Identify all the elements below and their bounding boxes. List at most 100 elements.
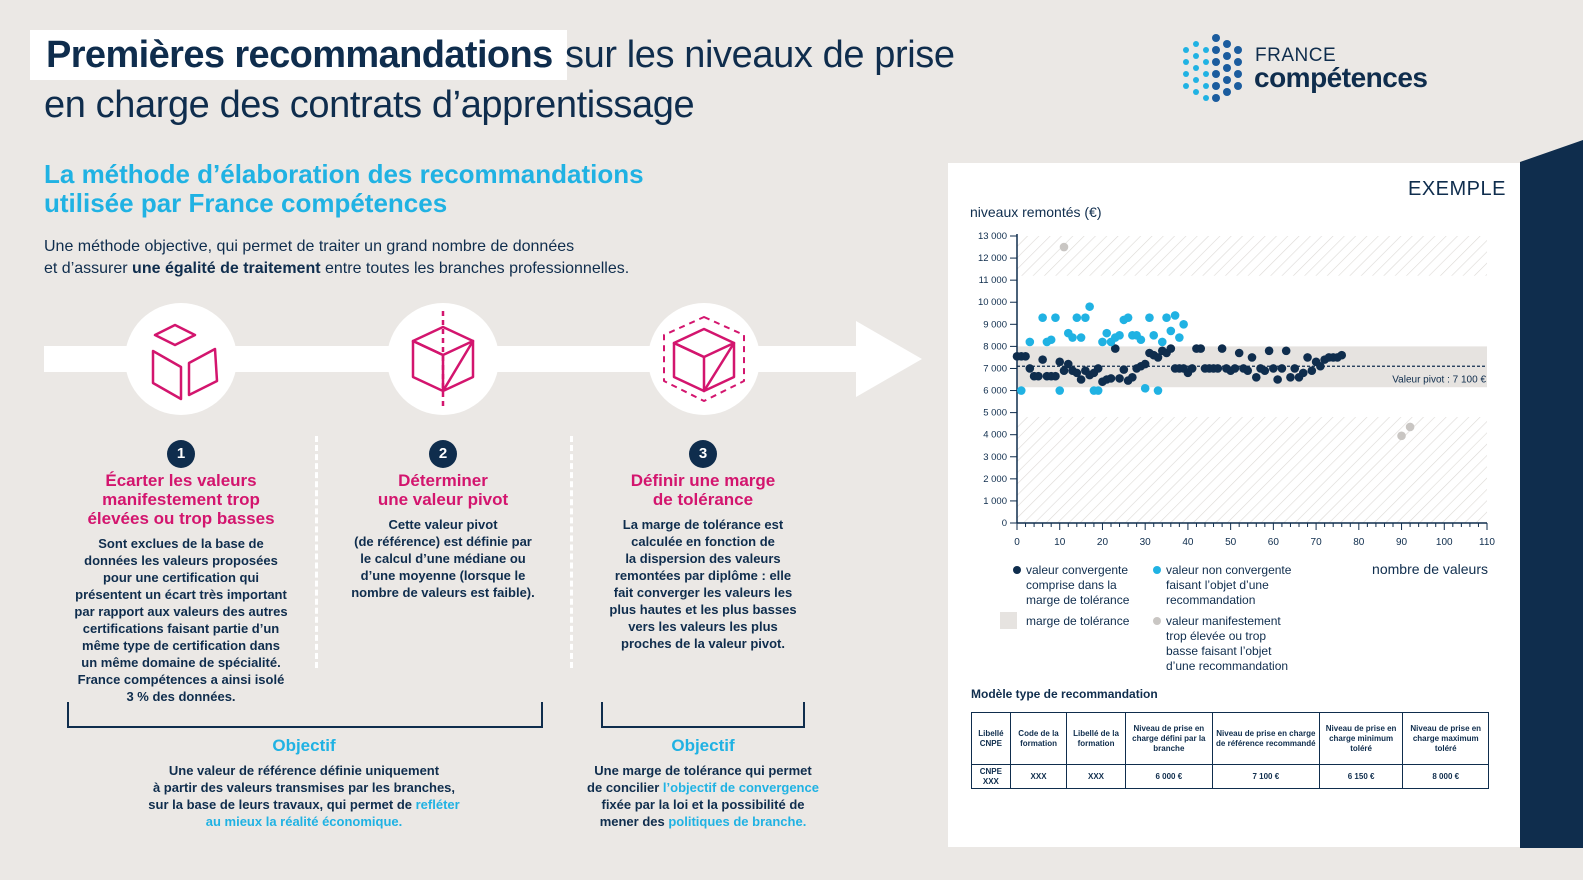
legend-margin: marge de tolérance	[1026, 614, 1130, 628]
y-tick-label: 4 000	[983, 430, 1007, 441]
data-point-convergent	[1051, 371, 1060, 381]
data-point-convergent	[1034, 371, 1043, 381]
step1-body-line: données les valeurs proposées	[84, 553, 278, 568]
france-competences-logo-icon	[1183, 34, 1242, 102]
x-tick-label: 10	[1054, 537, 1066, 548]
step2-body-line: Cette valeur pivot	[388, 517, 498, 532]
model-table-header-cell: Niveau de prise en charge de référence r…	[1211, 712, 1320, 765]
model-table-header-row: Libellé CNPE Code de la formation Libell…	[971, 712, 1489, 765]
x-tick-label: 20	[1097, 537, 1109, 548]
data-point-convergent	[1277, 364, 1287, 373]
step1-title-line: manifestement trop	[102, 490, 260, 509]
y-tick-label: 13 000	[978, 231, 1007, 242]
section-title-line1: La méthode d’élaboration des recommandat…	[44, 159, 644, 189]
objective1-highlight: refléter	[415, 797, 460, 812]
data-point-convergent	[1063, 359, 1073, 369]
legend-convergent: valeur convergente comprise dans la marg…	[1026, 563, 1129, 608]
data-point-non_convergent	[1162, 313, 1171, 322]
process-arrow-head-icon	[856, 321, 922, 397]
data-point-convergent	[1128, 372, 1137, 382]
legend-excluded-line: valeur manifestement	[1166, 614, 1281, 628]
data-point-convergent	[1290, 364, 1300, 373]
data-point-non_convergent	[1046, 335, 1056, 345]
step2-icon-circle	[387, 303, 499, 415]
legend-convergent-dot	[1013, 566, 1021, 574]
y-tick-label: 7 000	[983, 363, 1007, 374]
step3-number-badge: 3	[689, 440, 717, 468]
model-table-cell: 6 150 €	[1318, 764, 1404, 789]
data-point-convergent	[1055, 357, 1065, 367]
cube-tolerance-icon	[663, 316, 745, 402]
x-tick-label: 50	[1225, 537, 1237, 548]
y-tick-label: 1 000	[983, 496, 1007, 507]
panel-side-decoration	[1520, 140, 1583, 848]
data-point-non_convergent	[1076, 333, 1086, 342]
data-point-convergent	[1153, 353, 1163, 362]
excluded-zone	[1017, 417, 1487, 523]
objective2-bracket	[601, 702, 805, 728]
data-point-non_convergent	[1051, 313, 1060, 322]
model-table-cell: 7 100 €	[1211, 764, 1320, 789]
pivot-value-label: Valeur pivot : 7 100 €	[1392, 374, 1486, 385]
objective1-title: Objectif	[272, 736, 336, 755]
data-point-non_convergent	[1093, 386, 1103, 395]
step1-body: Sont exclues de la base de données les v…	[55, 535, 307, 705]
section-title-line2: utilisée par France compétences	[44, 188, 448, 218]
data-point-convergent	[1196, 344, 1206, 353]
separator-1	[315, 436, 318, 668]
legend-convergent-line: valeur convergente	[1026, 563, 1129, 577]
step1-title-line: élevées ou trop basses	[87, 509, 275, 528]
legend-margin-swatch	[1000, 612, 1017, 629]
data-point-convergent	[1106, 374, 1116, 383]
intro-line2-bold: une égalité de traitement	[132, 260, 321, 277]
data-point-non_convergent	[1153, 386, 1163, 395]
data-point-non_convergent	[1157, 337, 1167, 347]
legend-excluded-line: basse faisant l’objet	[1166, 644, 1272, 658]
step1-icon-circle	[125, 303, 237, 415]
data-point-non_convergent	[1085, 302, 1094, 311]
data-point-convergent	[1307, 366, 1317, 375]
x-tick-label: 110	[1479, 537, 1495, 548]
step2-number-badge: 2	[429, 440, 457, 468]
step1-body-line: pour une certification qui	[102, 570, 259, 585]
step1-body-line: certifications faisant partie d’un	[82, 621, 280, 636]
objective2-highlight: l’objectif de convergence	[662, 780, 819, 795]
data-point-non_convergent	[1170, 311, 1180, 320]
x-tick-label: 60	[1268, 537, 1280, 548]
y-tick-label: 12 000	[978, 253, 1007, 264]
legend-convergent-line: marge de tolérance	[1026, 593, 1130, 607]
data-point-convergent	[1166, 344, 1176, 353]
data-point-non_convergent	[1123, 313, 1133, 322]
logo-text-france: FRANCE	[1255, 45, 1337, 66]
objective1-highlight: au mieux la réalité économique.	[205, 814, 403, 829]
y-tick-label: 3 000	[983, 452, 1007, 463]
data-point-non_convergent	[1068, 333, 1077, 342]
objective2-highlight: politiques de branche.	[668, 814, 807, 829]
y-tick-label: 0	[1002, 518, 1007, 529]
step3-title-line: Définir une marge	[630, 471, 776, 490]
data-point-non_convergent	[1081, 313, 1090, 322]
data-point-non_convergent	[1055, 386, 1065, 395]
objective1-line: sur la base de leurs travaux, qui permet…	[104, 796, 504, 813]
x-tick-label: 70	[1311, 537, 1323, 548]
step2-title-line: Déterminer	[398, 471, 488, 490]
data-point-non_convergent	[1166, 326, 1176, 336]
intro-line2-pre: et d’assurer	[44, 260, 133, 277]
model-table-cell: XXX	[1066, 764, 1126, 789]
objective1-bracket	[67, 702, 543, 728]
data-point-convergent	[1217, 344, 1227, 353]
data-point-convergent	[1234, 348, 1244, 358]
step3-body-line: vers les valeurs les plus	[628, 619, 778, 634]
legend-non-convergent: valeur non convergente faisant l’objet d…	[1166, 563, 1291, 608]
legend-non-convergent-dot	[1153, 566, 1161, 574]
title-highlight-box: Premières recommandations	[30, 30, 567, 80]
chart-y-axis-label: niveaux remontés (€)	[970, 204, 1102, 220]
step3-body-line: remontées par diplôme : elle	[614, 568, 792, 583]
data-point-excluded	[1405, 422, 1415, 432]
x-tick-label: 90	[1396, 537, 1408, 548]
x-tick-label: 100	[1436, 537, 1453, 548]
model-table-header-cell: Code de la formation	[1009, 712, 1068, 765]
objective1-body: Une valeur de référence définie uniqueme…	[104, 762, 504, 830]
data-point-non_convergent	[1149, 331, 1159, 340]
step1-body-line: par rapport aux valeurs des autres	[74, 604, 288, 619]
